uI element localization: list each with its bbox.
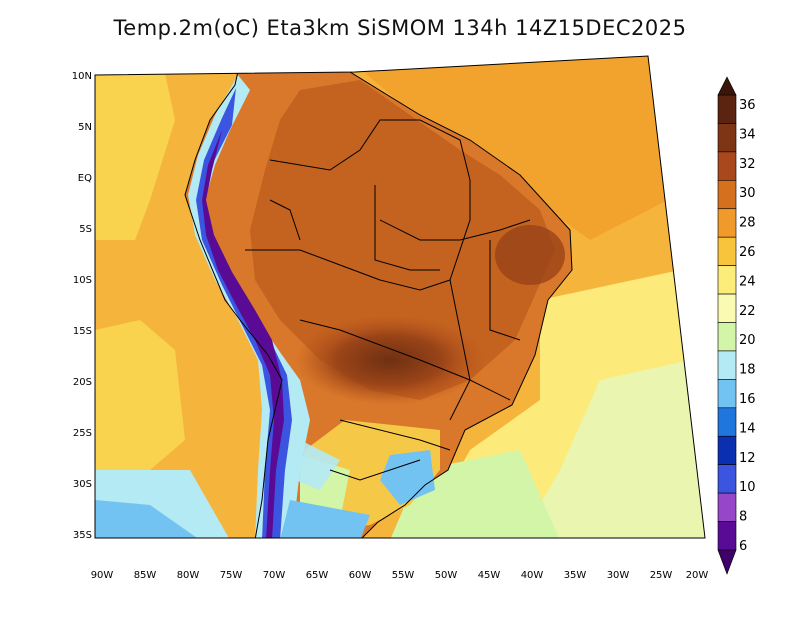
colorbar-label: 16 xyxy=(739,392,756,407)
lat-tick-label: 20S xyxy=(73,377,92,388)
colorbar-label: 20 xyxy=(739,333,756,348)
hot-interior-region xyxy=(250,80,555,400)
heat-core-region xyxy=(295,315,485,405)
colorbar-segment xyxy=(717,350,737,380)
pacific-south-yellow-region xyxy=(95,320,185,470)
lon-tick-label: 85W xyxy=(134,570,157,581)
ocean-warm-region xyxy=(350,56,668,240)
boundary-lines xyxy=(184,61,573,538)
lat-tick-label: 5N xyxy=(78,122,92,133)
lon-tick-label: 70W xyxy=(263,570,286,581)
lon-tick-label: 45W xyxy=(478,570,501,581)
colorbar-label: 8 xyxy=(739,510,747,525)
colorbar-label: 26 xyxy=(739,245,756,260)
colorbar-max-arrow xyxy=(717,76,737,96)
colorbar-segment xyxy=(717,293,737,323)
lat-tick-label: EQ xyxy=(78,173,92,184)
temperature-field xyxy=(95,56,705,538)
lon-tick-label: 30W xyxy=(607,570,630,581)
longitude-axis: 90W 85W 80W 75W 70W 65W 60W 55W 50W 45W … xyxy=(91,570,709,581)
lon-tick-label: 55W xyxy=(392,570,415,581)
colorbar-label: 32 xyxy=(739,157,756,172)
lon-tick-label: 40W xyxy=(521,570,544,581)
border-state-c xyxy=(329,459,421,481)
lat-tick-label: 35S xyxy=(73,530,92,541)
pacific-coastline xyxy=(184,61,283,538)
lon-tick-label: 50W xyxy=(435,570,458,581)
border-west xyxy=(245,249,451,291)
lon-tick-label: 25W xyxy=(650,570,673,581)
map-title: Temp.2m(oC) Eta3km SiSMOM 134h 14Z15DEC2… xyxy=(113,16,687,40)
lat-tick-label: 10S xyxy=(73,275,92,286)
colorbar-segment xyxy=(717,94,737,124)
latitude-axis: 10N 5N EQ 5S 10S 15S 20S 25S 30S 35S xyxy=(72,71,92,541)
lon-tick-label: 65W xyxy=(306,570,329,581)
colorbar-label: 10 xyxy=(739,480,756,495)
pacific-yellow-region xyxy=(95,56,175,240)
lon-tick-label: 35W xyxy=(564,570,587,581)
northeast-hot-spot xyxy=(495,225,565,285)
lon-tick-label: 20W xyxy=(686,570,709,581)
lon-tick-label: 60W xyxy=(349,570,372,581)
colorbar-label: 34 xyxy=(739,127,756,142)
colorbar-segment xyxy=(717,151,737,181)
colorbar-segment xyxy=(717,236,737,266)
lat-tick-label: 30S xyxy=(73,479,92,490)
colorbar-segment xyxy=(717,435,737,465)
colorbar-label: 30 xyxy=(739,186,756,201)
colorbar-label: 28 xyxy=(739,216,756,231)
map-frame xyxy=(94,55,706,539)
colorbar-segment xyxy=(717,265,737,295)
border-central xyxy=(299,319,511,401)
lat-tick-label: 10N xyxy=(72,71,92,82)
colorbar-label: 36 xyxy=(739,98,756,113)
colorbar-label: 22 xyxy=(739,304,756,319)
colorbar: 36 34 32 30 28 26 24 22 20 18 16 14 12 10 8 6 xyxy=(717,76,756,575)
colorbar-segment xyxy=(717,123,737,153)
lat-tick-label: 5S xyxy=(79,224,92,235)
atlantic-cool-region xyxy=(520,360,705,538)
colorbar-segment xyxy=(717,492,737,522)
colorbar-segment xyxy=(717,464,737,494)
colorbar-label: 14 xyxy=(739,421,756,436)
colorbar-label: 24 xyxy=(739,274,756,289)
colorbar-min-arrow xyxy=(717,549,737,575)
colorbar-segment xyxy=(717,208,737,238)
colorbar-segment xyxy=(717,407,737,437)
colorbar-segment xyxy=(717,379,737,409)
colorbar-label: 12 xyxy=(739,451,756,466)
pacific-colder-region xyxy=(95,500,200,538)
lat-tick-label: 25S xyxy=(73,428,92,439)
border-andean xyxy=(269,199,301,241)
patagonia-cool-region xyxy=(295,440,340,490)
lon-tick-label: 80W xyxy=(177,570,200,581)
south-cool-region xyxy=(380,450,435,505)
colorbar-label: 18 xyxy=(739,363,756,378)
lat-tick-label: 15S xyxy=(73,326,92,337)
colorbar-label: 6 xyxy=(739,539,747,554)
colorbar-segment xyxy=(717,180,737,210)
atlantic-coastline xyxy=(239,61,573,538)
border-northeast xyxy=(379,219,531,241)
brazil-border-north xyxy=(269,119,471,421)
border-state-a xyxy=(374,185,440,271)
patagonia-cold-region xyxy=(280,500,370,538)
andes-coldest-band xyxy=(202,130,284,538)
lon-tick-label: 90W xyxy=(91,570,114,581)
lon-tick-label: 75W xyxy=(220,570,243,581)
border-state-b xyxy=(489,240,521,341)
colorbar-segment xyxy=(717,322,737,352)
colorbar-segment xyxy=(717,521,737,551)
border-south xyxy=(339,419,451,451)
